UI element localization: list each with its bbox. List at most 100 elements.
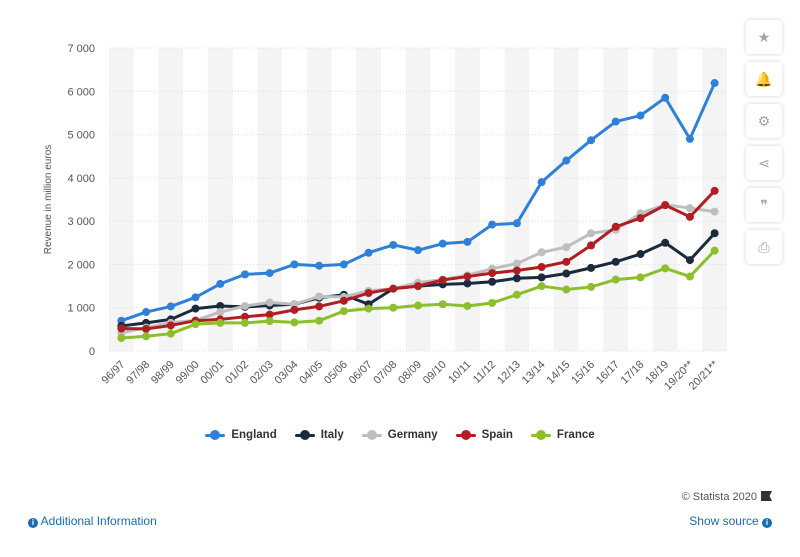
data-point-england [364,248,373,257]
column-band [109,48,134,351]
show-source-link[interactable]: Show source i [689,514,772,528]
gear-button[interactable]: ⚙ [746,104,782,138]
data-point-france [537,282,546,291]
data-point-italy [611,257,620,266]
data-point-france [611,275,620,284]
data-point-spain [710,186,719,195]
data-point-england [710,79,719,88]
copyright-notice: © Statista 2020 [682,491,772,503]
legend-marker [361,430,382,440]
quote-button[interactable]: ❞ [746,188,782,222]
data-point-spain [562,257,571,266]
x-tick-label: 03/04 [273,359,301,387]
x-tick-label: 02/03 [248,359,276,387]
data-point-england [636,111,645,120]
data-point-germany [315,292,324,301]
data-point-germany [537,248,546,257]
share-button[interactable]: ⋖ [746,146,782,180]
data-point-england [389,240,398,249]
x-tick-label: 05/06 [322,359,350,387]
additional-information-link[interactable]: i Additional Information [28,514,157,528]
data-point-spain [438,276,447,285]
data-point-france [364,304,373,313]
legend-item-spain[interactable]: Spain [455,429,513,441]
data-point-italy [587,263,596,272]
data-point-france [315,316,324,325]
legend-item-italy[interactable]: Italy [294,429,344,441]
flag-icon [761,491,772,501]
legend-marker [294,430,315,440]
share-icon: ⋖ [758,154,770,171]
data-point-spain [117,324,126,333]
x-tick-label: 01/02 [223,359,251,387]
data-point-germany [512,259,521,268]
legend-item-germany[interactable]: Germany [361,429,438,441]
data-point-england [685,134,694,143]
bell-button[interactable]: 🔔 [746,62,782,96]
data-point-spain [142,324,151,333]
y-tick-label: 7 000 [67,43,95,55]
column-band [455,48,480,351]
x-tick-label: 12/13 [495,359,523,387]
data-point-italy [661,238,670,247]
x-tick-label: 04/05 [297,359,325,387]
x-tick-label: 97/98 [124,359,152,387]
data-point-france [265,317,274,326]
data-point-france [339,307,348,316]
copyright-text: © Statista 2020 [681,491,757,503]
column-band [405,48,431,351]
data-point-italy [216,301,225,310]
legend-item-england[interactable]: England [205,429,277,441]
data-point-france [463,301,472,310]
data-point-england [166,302,175,311]
data-point-spain [611,222,620,231]
data-point-spain [240,312,249,321]
y-tick-label: 1 000 [67,303,95,315]
star-icon: ★ [757,28,771,45]
x-tick-label: 13/14 [520,359,548,387]
data-point-germany [265,298,274,307]
data-point-france [562,285,571,294]
data-point-spain [339,296,348,305]
data-point-spain [488,269,497,278]
data-point-england [315,261,324,270]
legend-item-france[interactable]: France [530,429,595,441]
data-point-spain [512,266,521,275]
info-icon: i [762,518,772,528]
x-tick-label: 07/08 [371,359,399,387]
data-point-england [587,136,596,145]
y-tick-label: 2 000 [67,259,95,271]
data-point-germany [562,243,571,252]
data-point-italy [537,273,546,282]
data-point-france [216,318,225,327]
x-tick-label: 17/18 [619,359,647,387]
data-point-france [191,320,200,329]
data-point-england [414,246,422,255]
data-point-france [488,298,497,307]
data-point-england [265,269,274,278]
data-point-germany [685,204,694,213]
data-point-spain [636,214,645,223]
x-tick-label: 10/11 [446,359,473,386]
legend-label: Spain [481,429,513,441]
data-point-england [488,220,497,229]
data-point-spain [463,272,472,281]
data-point-germany [216,308,225,317]
y-axis-label: Revenue in million euros [43,145,54,255]
data-point-france [290,318,299,327]
legend-label: Italy [320,429,344,441]
data-point-germany [587,229,596,238]
data-point-spain [414,282,422,291]
print-button[interactable]: ⎙ [746,230,782,264]
data-point-spain [166,321,175,330]
legend-marker [455,430,476,440]
star-button[interactable]: ★ [746,20,782,54]
data-point-italy [562,269,571,278]
x-tick-label: 09/10 [421,359,449,387]
x-tick-label: 08/09 [396,359,424,387]
data-point-italy [488,277,497,286]
data-point-spain [315,302,324,311]
data-point-france [389,303,398,312]
data-point-france [166,329,175,338]
